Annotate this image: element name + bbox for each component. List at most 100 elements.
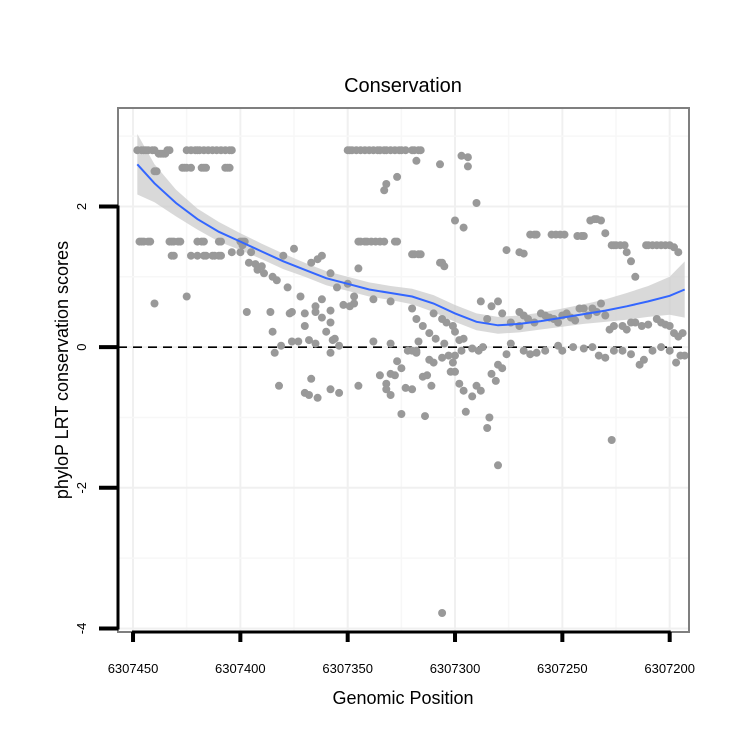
- data-point: [431, 334, 440, 343]
- data-point: [311, 302, 320, 311]
- data-point: [607, 436, 616, 444]
- data-point: [401, 146, 410, 155]
- data-point: [386, 297, 395, 306]
- data-point: [260, 269, 268, 278]
- data-point: [305, 336, 313, 345]
- data-point: [242, 308, 251, 316]
- data-point: [187, 251, 195, 260]
- y-tick-label: -2: [74, 482, 89, 494]
- data-point: [429, 358, 438, 367]
- data-point: [678, 329, 687, 338]
- smooth-line: [136, 163, 686, 327]
- data-point: [609, 346, 618, 355]
- data-point: [622, 248, 631, 257]
- data-point: [152, 167, 161, 176]
- data-point: [459, 334, 468, 343]
- data-point: [412, 348, 421, 357]
- data-point: [560, 230, 569, 239]
- data-point: [390, 371, 399, 380]
- data-point: [483, 315, 492, 323]
- data-point: [448, 358, 457, 367]
- data-point: [494, 297, 502, 306]
- data-point: [436, 160, 444, 169]
- data-point: [199, 237, 208, 246]
- data-point: [335, 388, 344, 397]
- data-point: [444, 351, 453, 360]
- x-axis: 6307450 6307400 6307350 6307300 6307250 63072…: [108, 630, 695, 676]
- data-point: [307, 258, 316, 267]
- data-point: [182, 292, 191, 301]
- data-point: [451, 216, 459, 225]
- data-point: [283, 283, 292, 292]
- x-tick-label: 6307250: [537, 661, 588, 676]
- data-point: [451, 351, 459, 360]
- data-point: [627, 257, 635, 266]
- data-point: [414, 337, 423, 346]
- confidence-band: [137, 134, 685, 334]
- data-point: [305, 391, 313, 399]
- data-point: [502, 246, 511, 255]
- data-point: [401, 383, 410, 392]
- data-point: [393, 172, 402, 181]
- data-point: [386, 339, 395, 348]
- data-point: [429, 309, 438, 318]
- data-point: [326, 269, 335, 278]
- data-point: [601, 353, 610, 362]
- data-point: [287, 337, 296, 346]
- data-point: [380, 237, 389, 246]
- data-point: [227, 248, 236, 257]
- data-point: [502, 350, 511, 359]
- data-point: [438, 353, 447, 362]
- data-point: [313, 393, 322, 402]
- data-point: [532, 230, 541, 239]
- data-point: [494, 461, 502, 470]
- data-point: [622, 325, 631, 334]
- data-point: [421, 412, 429, 421]
- data-point: [569, 343, 578, 352]
- data-point: [665, 322, 674, 330]
- data-point: [187, 163, 195, 172]
- data-point: [554, 318, 563, 327]
- data-point: [294, 337, 303, 346]
- data-point: [369, 337, 378, 346]
- data-point: [506, 339, 515, 348]
- y-axis-title: phyloP LRT conservation scores: [52, 241, 72, 499]
- x-tick-label: 6307300: [430, 661, 481, 676]
- y-tick-label: 0: [74, 344, 89, 351]
- data-point: [541, 346, 550, 355]
- data-point: [311, 308, 320, 316]
- data-point: [270, 348, 279, 357]
- x-tick-label: 6307450: [108, 661, 159, 676]
- data-point: [300, 322, 309, 330]
- data-point: [412, 156, 421, 165]
- data-point: [451, 327, 459, 336]
- data-point: [326, 318, 335, 327]
- data-point: [571, 316, 580, 325]
- data-point: [275, 381, 283, 390]
- data-point: [648, 346, 657, 355]
- data-point: [317, 313, 326, 322]
- data-point: [217, 251, 225, 260]
- data-point: [202, 251, 210, 260]
- y-tick-label: -4: [74, 623, 89, 635]
- data-points: [133, 146, 689, 617]
- data-point: [637, 322, 646, 330]
- data-point: [202, 163, 210, 172]
- x-axis-title: Genomic Position: [332, 688, 473, 708]
- data-point: [287, 308, 296, 316]
- data-point: [354, 264, 363, 273]
- data-point: [468, 392, 477, 401]
- data-point: [519, 249, 528, 258]
- data-point: [268, 327, 277, 336]
- data-point: [451, 367, 459, 376]
- data-point: [627, 350, 635, 359]
- data-point: [375, 371, 384, 380]
- data-point: [618, 346, 627, 355]
- data-point: [558, 346, 567, 355]
- data-point: [169, 251, 178, 260]
- data-point: [438, 609, 447, 617]
- data-point: [300, 309, 309, 318]
- data-point: [380, 186, 389, 195]
- data-point: [672, 358, 681, 367]
